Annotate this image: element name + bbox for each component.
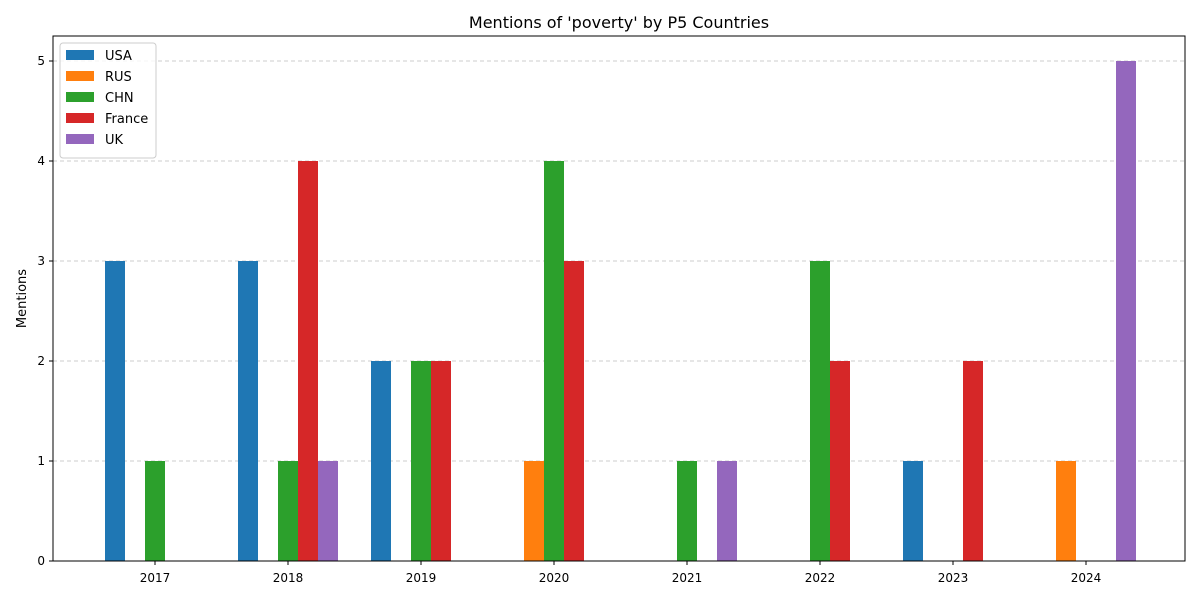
legend-label-uk: UK	[105, 133, 124, 148]
bar-usa-2018	[238, 261, 258, 561]
legend-swatch-uk	[66, 134, 94, 144]
bar-france-2023	[963, 361, 983, 561]
bar-chn-2017	[145, 461, 165, 561]
legend-label-usa: USA	[105, 49, 132, 64]
bar-rus-2020	[524, 461, 544, 561]
bar-rus-2024	[1056, 461, 1076, 561]
bar-france-2020	[564, 261, 584, 561]
y-tick-label: 0	[37, 554, 45, 568]
bar-chn-2018	[278, 461, 298, 561]
bar-usa-2017	[105, 261, 125, 561]
bar-usa-2019	[371, 361, 391, 561]
legend-swatch-usa	[66, 50, 94, 60]
legend-label-france: France	[105, 112, 148, 127]
y-tick-label: 4	[37, 154, 45, 168]
bar-chn-2021	[677, 461, 697, 561]
legend-label-rus: RUS	[105, 70, 132, 85]
bar-chn-2019	[411, 361, 431, 561]
x-tick-label: 2024	[1071, 571, 1102, 585]
x-tick-label: 2017	[140, 571, 171, 585]
bar-france-2019	[431, 361, 451, 561]
legend-swatch-france	[66, 113, 94, 123]
y-tick-label: 3	[37, 254, 45, 268]
x-tick-label: 2023	[938, 571, 969, 585]
legend-swatch-chn	[66, 92, 94, 102]
x-tick-label: 2020	[539, 571, 570, 585]
y-axis-label: Mentions	[15, 269, 30, 328]
legend-label-chn: CHN	[105, 91, 134, 106]
y-tick-label: 2	[37, 354, 45, 368]
bar-chn-2020	[544, 161, 564, 561]
x-tick-label: 2018	[273, 571, 304, 585]
x-tick-label: 2022	[805, 571, 836, 585]
bar-uk-2024	[1116, 61, 1136, 561]
y-tick-label: 5	[37, 54, 45, 68]
bar-chn-2022	[810, 261, 830, 561]
chart-title: Mentions of 'poverty' by P5 Countries	[469, 13, 769, 32]
plot-frame	[52, 35, 1186, 562]
bar-uk-2021	[717, 461, 737, 561]
bar-france-2018	[298, 161, 318, 561]
bar-uk-2018	[318, 461, 338, 561]
legend: USA RUS CHN France UK	[59, 42, 157, 159]
bar-france-2022	[830, 361, 850, 561]
x-tick-label: 2019	[406, 571, 437, 585]
y-tick-label: 1	[37, 454, 45, 468]
bar-usa-2023	[903, 461, 923, 561]
legend-swatch-rus	[66, 71, 94, 81]
x-tick-label: 2021	[672, 571, 703, 585]
